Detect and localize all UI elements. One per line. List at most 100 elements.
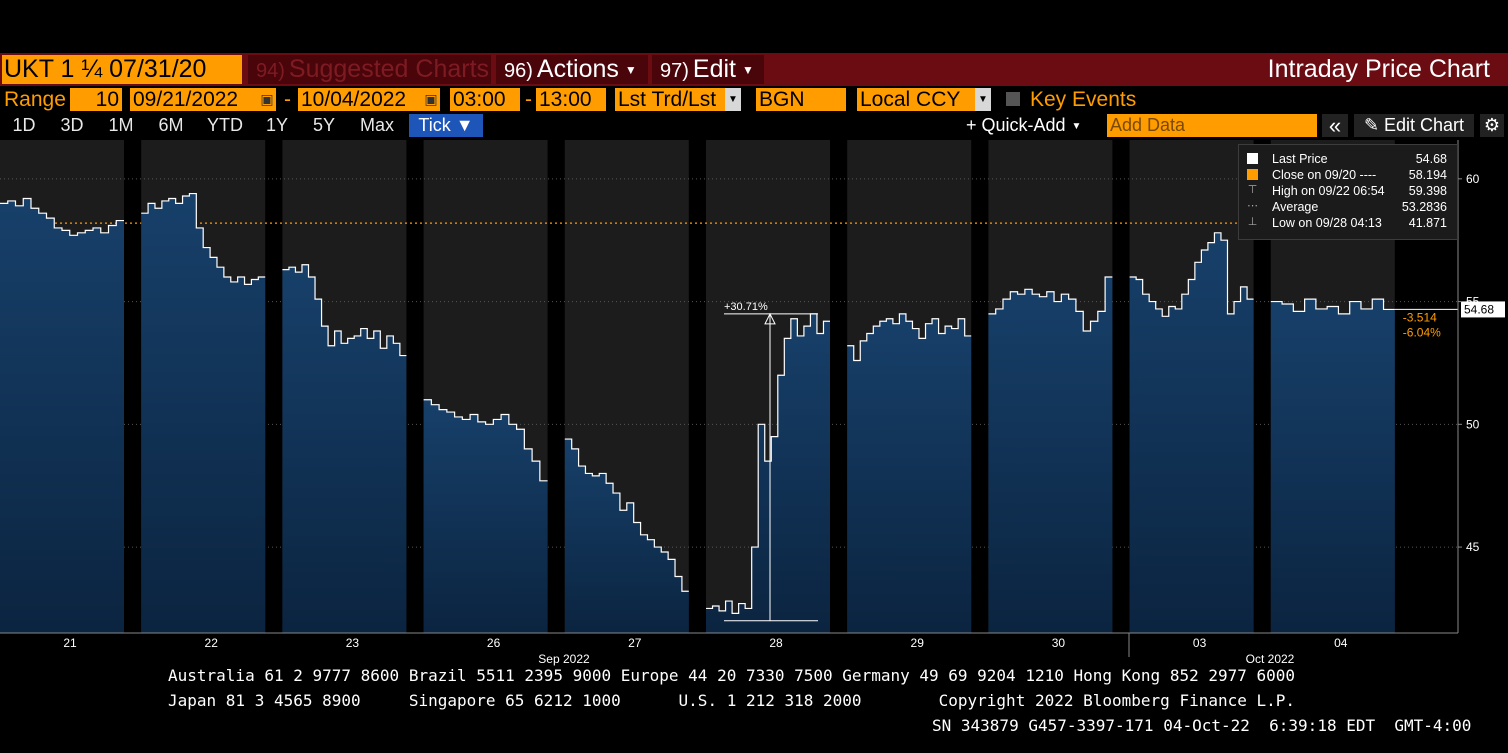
- x-tick-label: 29: [911, 636, 925, 650]
- x-tick-label: 26: [487, 636, 501, 650]
- add-data-input[interactable]: Add Data: [1107, 114, 1317, 137]
- price-area-day-04: [1270, 299, 1395, 633]
- chevron-down-icon: ▼: [1071, 120, 1082, 132]
- market-select[interactable]: Lst Trd/Lst: [615, 88, 725, 111]
- tab-3d[interactable]: 3D: [60, 115, 84, 135]
- suggested-charts-button[interactable]: 94) Suggested Charts: [248, 55, 491, 84]
- tab-5y[interactable]: 5Y: [312, 115, 336, 135]
- x-tick-label: 30: [1052, 636, 1066, 650]
- price-line-day-30: [988, 276, 1113, 332]
- x-tick-label: 23: [346, 636, 360, 650]
- y-tick-label: 50: [1466, 417, 1480, 431]
- caret-down-icon: ▼: [624, 62, 637, 77]
- last-price-label-box: [1461, 301, 1505, 318]
- x-tick-label: 21: [63, 636, 77, 650]
- tab-ytd[interactable]: YTD: [207, 115, 243, 135]
- month-label: Sep 2022: [538, 652, 590, 666]
- actions-number: 96): [504, 60, 533, 82]
- price-area-day-22: [141, 193, 266, 633]
- tab-1d[interactable]: 1D: [12, 115, 36, 135]
- ticker-field[interactable]: UKT 1 ¼ 07/31/20: [2, 55, 242, 84]
- time-range-dash: -: [525, 88, 532, 111]
- x-tick-label: 04: [1334, 636, 1348, 650]
- legend-value: 58.194: [1408, 168, 1447, 182]
- tab-1m[interactable]: 1M: [108, 115, 134, 135]
- price-area-day-28: [706, 313, 830, 633]
- currency-chevron-down-icon[interactable]: ▼: [975, 88, 991, 111]
- legend-row-average: ⋯ Average 53.2836: [1245, 199, 1453, 215]
- price-line-day-04: [1270, 298, 1395, 315]
- price-area-day-27: [564, 439, 689, 633]
- price-line-day-27: [564, 438, 689, 592]
- legend-name: Average: [1272, 200, 1319, 214]
- last-price-label: 54.68: [1464, 302, 1494, 316]
- price-area-day-03: [1129, 232, 1254, 633]
- calendar-icon[interactable]: ▣: [422, 88, 440, 111]
- change-percent-label: -6.04%: [1403, 325, 1441, 339]
- collapse-icon[interactable]: «: [1322, 114, 1348, 137]
- y-tick-label: 55: [1466, 295, 1480, 309]
- intraday-price-chart[interactable]: 54.68 -3.514-6.04% +30.71% 21 22 23 26 27 28 29 3…: [0, 140, 1508, 670]
- suggested-charts-label: Suggested Charts: [288, 55, 490, 83]
- legend-name: Close on 09/20 ----: [1272, 168, 1377, 182]
- y-tick-label: 45: [1466, 540, 1480, 554]
- price-line-day-22: [141, 192, 266, 285]
- tab-6m[interactable]: 6M: [158, 115, 184, 135]
- edit-label: Edit: [692, 55, 736, 83]
- average-marker-icon: ⋯: [1247, 200, 1258, 212]
- caret-down-icon: ▼: [742, 62, 754, 77]
- legend-value: 53.2836: [1401, 200, 1447, 214]
- edit-number: 97): [660, 60, 689, 82]
- price-line-day-03: [1129, 232, 1254, 317]
- calendar-icon[interactable]: ▣: [258, 88, 276, 111]
- range-label: Range: [4, 88, 66, 111]
- edit-chart-button[interactable]: ✎ Edit Chart: [1354, 114, 1474, 137]
- footer-serial-line: SN 343879 G457-3397-171 04-Oct-22 6:39:1…: [932, 716, 1472, 735]
- price-line-day-29: [847, 313, 972, 362]
- x-tick-label: 27: [628, 636, 642, 650]
- x-tick-label: 22: [205, 636, 219, 650]
- app-title: Intraday Price Chart: [1267, 55, 1490, 83]
- end-time-field[interactable]: 13:00: [536, 88, 606, 111]
- legend-name: High on 09/22 06:54: [1272, 184, 1385, 198]
- price-line-day-21: [0, 197, 124, 236]
- price-line-day-28: [706, 313, 830, 614]
- x-tick-label: 28: [769, 636, 783, 650]
- quick-add-button[interactable]: + Quick-Add ▼: [966, 114, 1098, 137]
- settings-gear-icon[interactable]: ⚙: [1480, 114, 1504, 137]
- month-label: Oct 2022: [1246, 652, 1295, 666]
- high-marker-icon: ⊤: [1247, 184, 1258, 196]
- price-line-day-26: [423, 399, 548, 482]
- annotation-label: +30.71%: [724, 301, 768, 313]
- header-bar: UKT 1 ¼ 07/31/20 94) Suggested Charts 96)…: [0, 53, 1508, 86]
- legend-name: Low on 09/28 04:13: [1272, 216, 1382, 230]
- range-value-field[interactable]: 10: [70, 88, 122, 111]
- suggested-charts-number: 94): [256, 60, 285, 82]
- x-tick-label: 03: [1193, 636, 1207, 650]
- end-date-field[interactable]: 10/04/2022: [298, 88, 422, 111]
- legend-value: 41.871: [1408, 216, 1447, 230]
- price-line-day-23: [282, 264, 407, 357]
- legend-name: Last Price: [1272, 152, 1328, 166]
- start-date-field[interactable]: 09/21/2022: [130, 88, 258, 111]
- y-tick-label: 60: [1466, 172, 1480, 186]
- currency-select[interactable]: Local CCY: [857, 88, 975, 111]
- tab-tick[interactable]: Tick ▼: [409, 114, 483, 137]
- edit-menu[interactable]: 97) Edit ▼: [652, 55, 764, 84]
- tab-1y[interactable]: 1Y: [265, 115, 289, 135]
- tab-max[interactable]: Max: [359, 115, 394, 135]
- legend-row-high: ⊤ High on 09/22 06:54 59.398: [1245, 183, 1453, 199]
- price-area-day-30: [988, 277, 1113, 633]
- source-field[interactable]: BGN: [756, 88, 846, 111]
- white-square-icon: [1247, 153, 1258, 164]
- legend-value: 54.68: [1415, 152, 1447, 166]
- date-range-dash: -: [284, 88, 291, 111]
- legend-row-low: ⊥ Low on 09/28 04:13 41.871: [1245, 215, 1453, 231]
- market-select-chevron-down-icon[interactable]: ▼: [725, 88, 741, 111]
- price-area-day-26: [423, 399, 548, 633]
- start-time-field[interactable]: 03:00: [450, 88, 520, 111]
- actions-menu[interactable]: 96) Actions ▼: [496, 55, 648, 84]
- low-marker-icon: ⊥: [1247, 216, 1258, 228]
- key-events-checkbox[interactable]: [1006, 92, 1020, 106]
- chart-legend: Last Price 54.68 Close on 09/20 ---- 58.…: [1238, 144, 1458, 240]
